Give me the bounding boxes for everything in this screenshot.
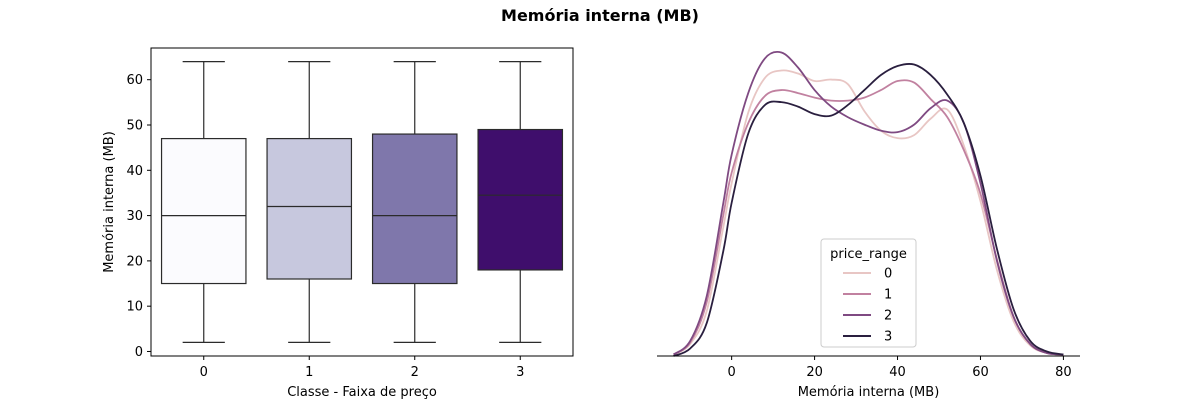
box-iqr (371, 133, 458, 285)
box-iqr (266, 137, 353, 280)
kde-line-3 (673, 62, 1064, 357)
y-tick-label: 0 (135, 345, 143, 360)
legend-label-1: 1 (884, 288, 892, 303)
y-tick-label: 50 (126, 119, 143, 134)
y-tick-label: 30 (126, 209, 143, 224)
x-tick-label: 2 (411, 365, 419, 380)
legend-label-2: 2 (884, 309, 892, 324)
x-axis-label: Memória interna (MB) (798, 385, 940, 400)
y-axis-label: Memória interna (MB) (102, 131, 117, 273)
y-tick-label: 60 (126, 73, 143, 88)
x-tick-label: 3 (516, 365, 524, 380)
x-axis-label: Classe - Faixa de preço (287, 385, 437, 400)
x-tick-label: 20 (806, 365, 823, 380)
box-category-1 (266, 60, 353, 344)
y-tick-label: 10 (126, 300, 143, 315)
x-tick-label: 0 (728, 365, 736, 380)
legend: price_range 0 1 2 3 (820, 238, 917, 348)
x-tick-label: 40 (889, 365, 906, 380)
x-tick-label: 0 (200, 365, 208, 380)
x-tick-label: 80 (1055, 365, 1072, 380)
box-category-2 (371, 60, 458, 344)
legend-label-3: 3 (884, 330, 892, 345)
box-iqr (160, 137, 247, 285)
box-iqr (477, 128, 564, 271)
legend-title: price_range (830, 247, 907, 262)
kde-line-0 (673, 69, 1064, 356)
boxplot-frame (150, 47, 574, 357)
x-tick-label: 1 (305, 365, 313, 380)
kde-line-2 (673, 50, 1064, 356)
y-tick-label: 20 (126, 254, 143, 269)
box-category-3 (477, 60, 564, 344)
box-category-0 (160, 60, 247, 344)
y-tick-label: 40 (126, 164, 143, 179)
figure-title: Memória interna (MB) (501, 6, 699, 25)
x-tick-label: 60 (972, 365, 989, 380)
legend-label-0: 0 (884, 267, 892, 282)
